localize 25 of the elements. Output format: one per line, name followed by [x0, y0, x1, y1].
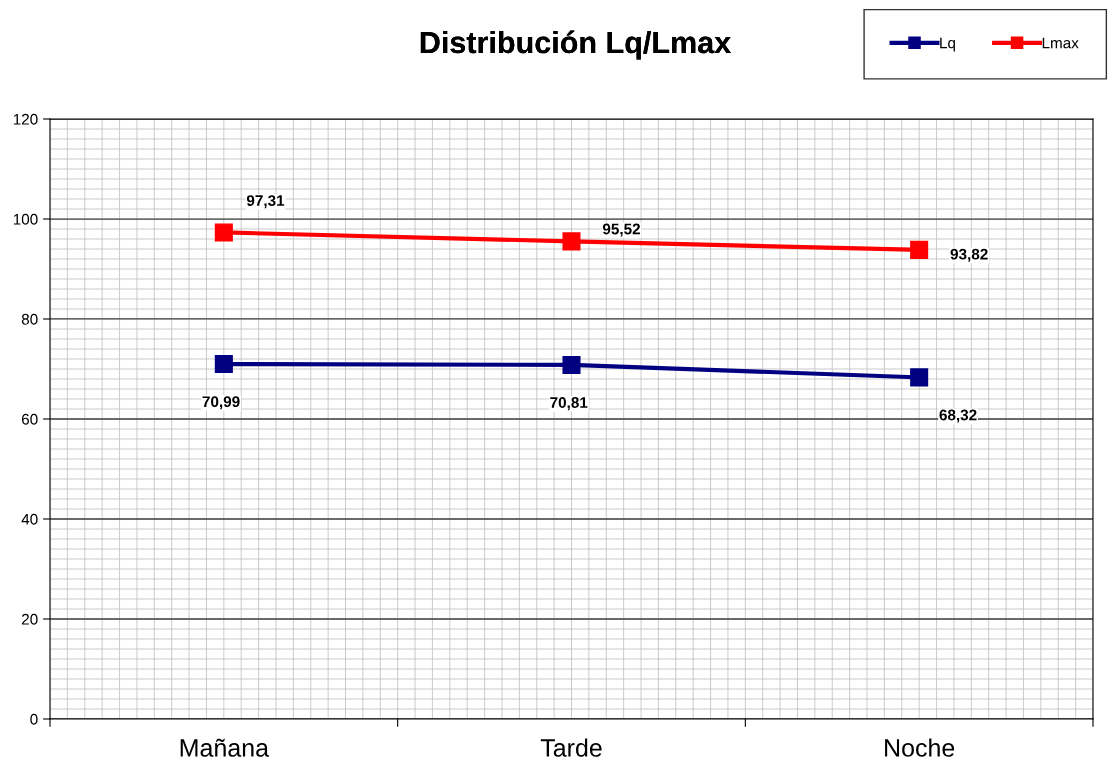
data-label: 70,99 — [202, 396, 240, 410]
data-label: 97,31 — [246, 195, 285, 209]
y-tick-label: 80 — [21, 313, 38, 325]
chart-title: Distribución Lq/Lmax — [420, 30, 731, 60]
data-label: 95,52 — [602, 223, 641, 237]
point — [910, 240, 929, 259]
point — [562, 355, 581, 374]
data-label: 70,81 — [550, 397, 588, 411]
y-tick-label: 40 — [21, 513, 38, 525]
x-tick-label: Tarde — [540, 738, 602, 757]
data-label: 68,32 — [939, 409, 977, 423]
data-label: 93,82 — [950, 248, 988, 262]
legend-label: Lq — [940, 37, 955, 52]
y-tick-label: 60 — [21, 413, 38, 425]
y-tick-label: 100 — [13, 213, 38, 225]
y-tick-label: 0 — [30, 713, 38, 725]
point — [562, 232, 581, 251]
point — [214, 355, 233, 374]
x-tick-label: Noche — [885, 738, 955, 757]
y-tick-label: 20 — [21, 613, 38, 625]
legend-label: Lmax — [1042, 37, 1079, 49]
x-tick-label: Mañana — [180, 738, 270, 757]
point — [910, 368, 929, 387]
y-tick-label: 120 — [13, 113, 38, 125]
point — [214, 223, 233, 242]
